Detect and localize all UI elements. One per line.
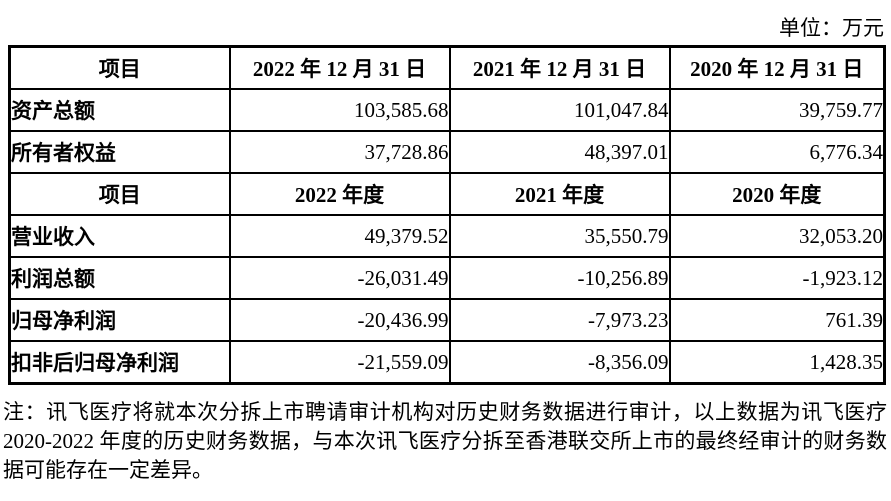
table-row-net-profit-attributable: 归母净利润 -20,436.99 -7,973.23 761.39 (8, 298, 886, 342)
column-header-item: 项目 (8, 172, 231, 216)
cell-value: 39,759.77 (668, 88, 886, 132)
column-header-date-2021: 2021 年 12 月 31 日 (448, 45, 671, 90)
table-row-operating-revenue: 营业收入 49,379.52 35,550.79 32,053.20 (8, 214, 886, 258)
column-header-year-2021: 2021 年度 (448, 172, 671, 216)
cell-value: -8,356.09 (448, 340, 671, 385)
column-header-year-2020: 2020 年度 (668, 172, 886, 216)
financial-data-table: 项目 2022 年 12 月 31 日 2021 年 12 月 31 日 202… (8, 45, 886, 385)
income-statement-header-row: 项目 2022 年度 2021 年度 2020 年度 (8, 172, 886, 216)
cell-value: 1,428.35 (668, 340, 886, 385)
table-row-total-profit: 利润总额 -26,031.49 -10,256.89 -1,923.12 (8, 256, 886, 300)
column-header-date-2022: 2022 年 12 月 31 日 (228, 45, 451, 90)
cell-value: -1,923.12 (668, 256, 886, 300)
footnote-text: 注：讯飞医疗将就本次分拆上市聘请审计机构对历史财务数据进行审计，以上数据为讯飞医… (3, 400, 887, 482)
table-row-total-assets: 资产总额 103,585.68 101,047.84 39,759.77 (8, 88, 886, 132)
cell-value: -7,973.23 (448, 298, 671, 342)
row-label: 扣非后归母净利润 (8, 340, 231, 385)
unit-label: 单位：万元 (779, 16, 884, 40)
row-label: 资产总额 (8, 88, 231, 132)
cell-value: 761.39 (668, 298, 886, 342)
table-row-owners-equity: 所有者权益 37,728.86 48,397.01 6,776.34 (8, 130, 886, 174)
row-label: 利润总额 (8, 256, 231, 300)
column-header-item: 项目 (8, 45, 231, 90)
cell-value: 103,585.68 (228, 88, 451, 132)
row-label: 营业收入 (8, 214, 231, 258)
cell-value: 37,728.86 (228, 130, 451, 174)
cell-value: -26,031.49 (228, 256, 451, 300)
cell-value: -20,436.99 (228, 298, 451, 342)
row-label: 归母净利润 (8, 298, 231, 342)
balance-sheet-header-row: 项目 2022 年 12 月 31 日 2021 年 12 月 31 日 202… (8, 45, 886, 90)
table-row-net-profit-deducted: 扣非后归母净利润 -21,559.09 -8,356.09 1,428.35 (8, 340, 886, 385)
cell-value: 101,047.84 (448, 88, 671, 132)
column-header-date-2020: 2020 年 12 月 31 日 (668, 45, 886, 90)
cell-value: -21,559.09 (228, 340, 451, 385)
cell-value: 32,053.20 (668, 214, 886, 258)
cell-value: -10,256.89 (448, 256, 671, 300)
row-label: 所有者权益 (8, 130, 231, 174)
column-header-year-2022: 2022 年度 (228, 172, 451, 216)
cell-value: 49,379.52 (228, 214, 451, 258)
cell-value: 35,550.79 (448, 214, 671, 258)
cell-value: 6,776.34 (668, 130, 886, 174)
cell-value: 48,397.01 (448, 130, 671, 174)
